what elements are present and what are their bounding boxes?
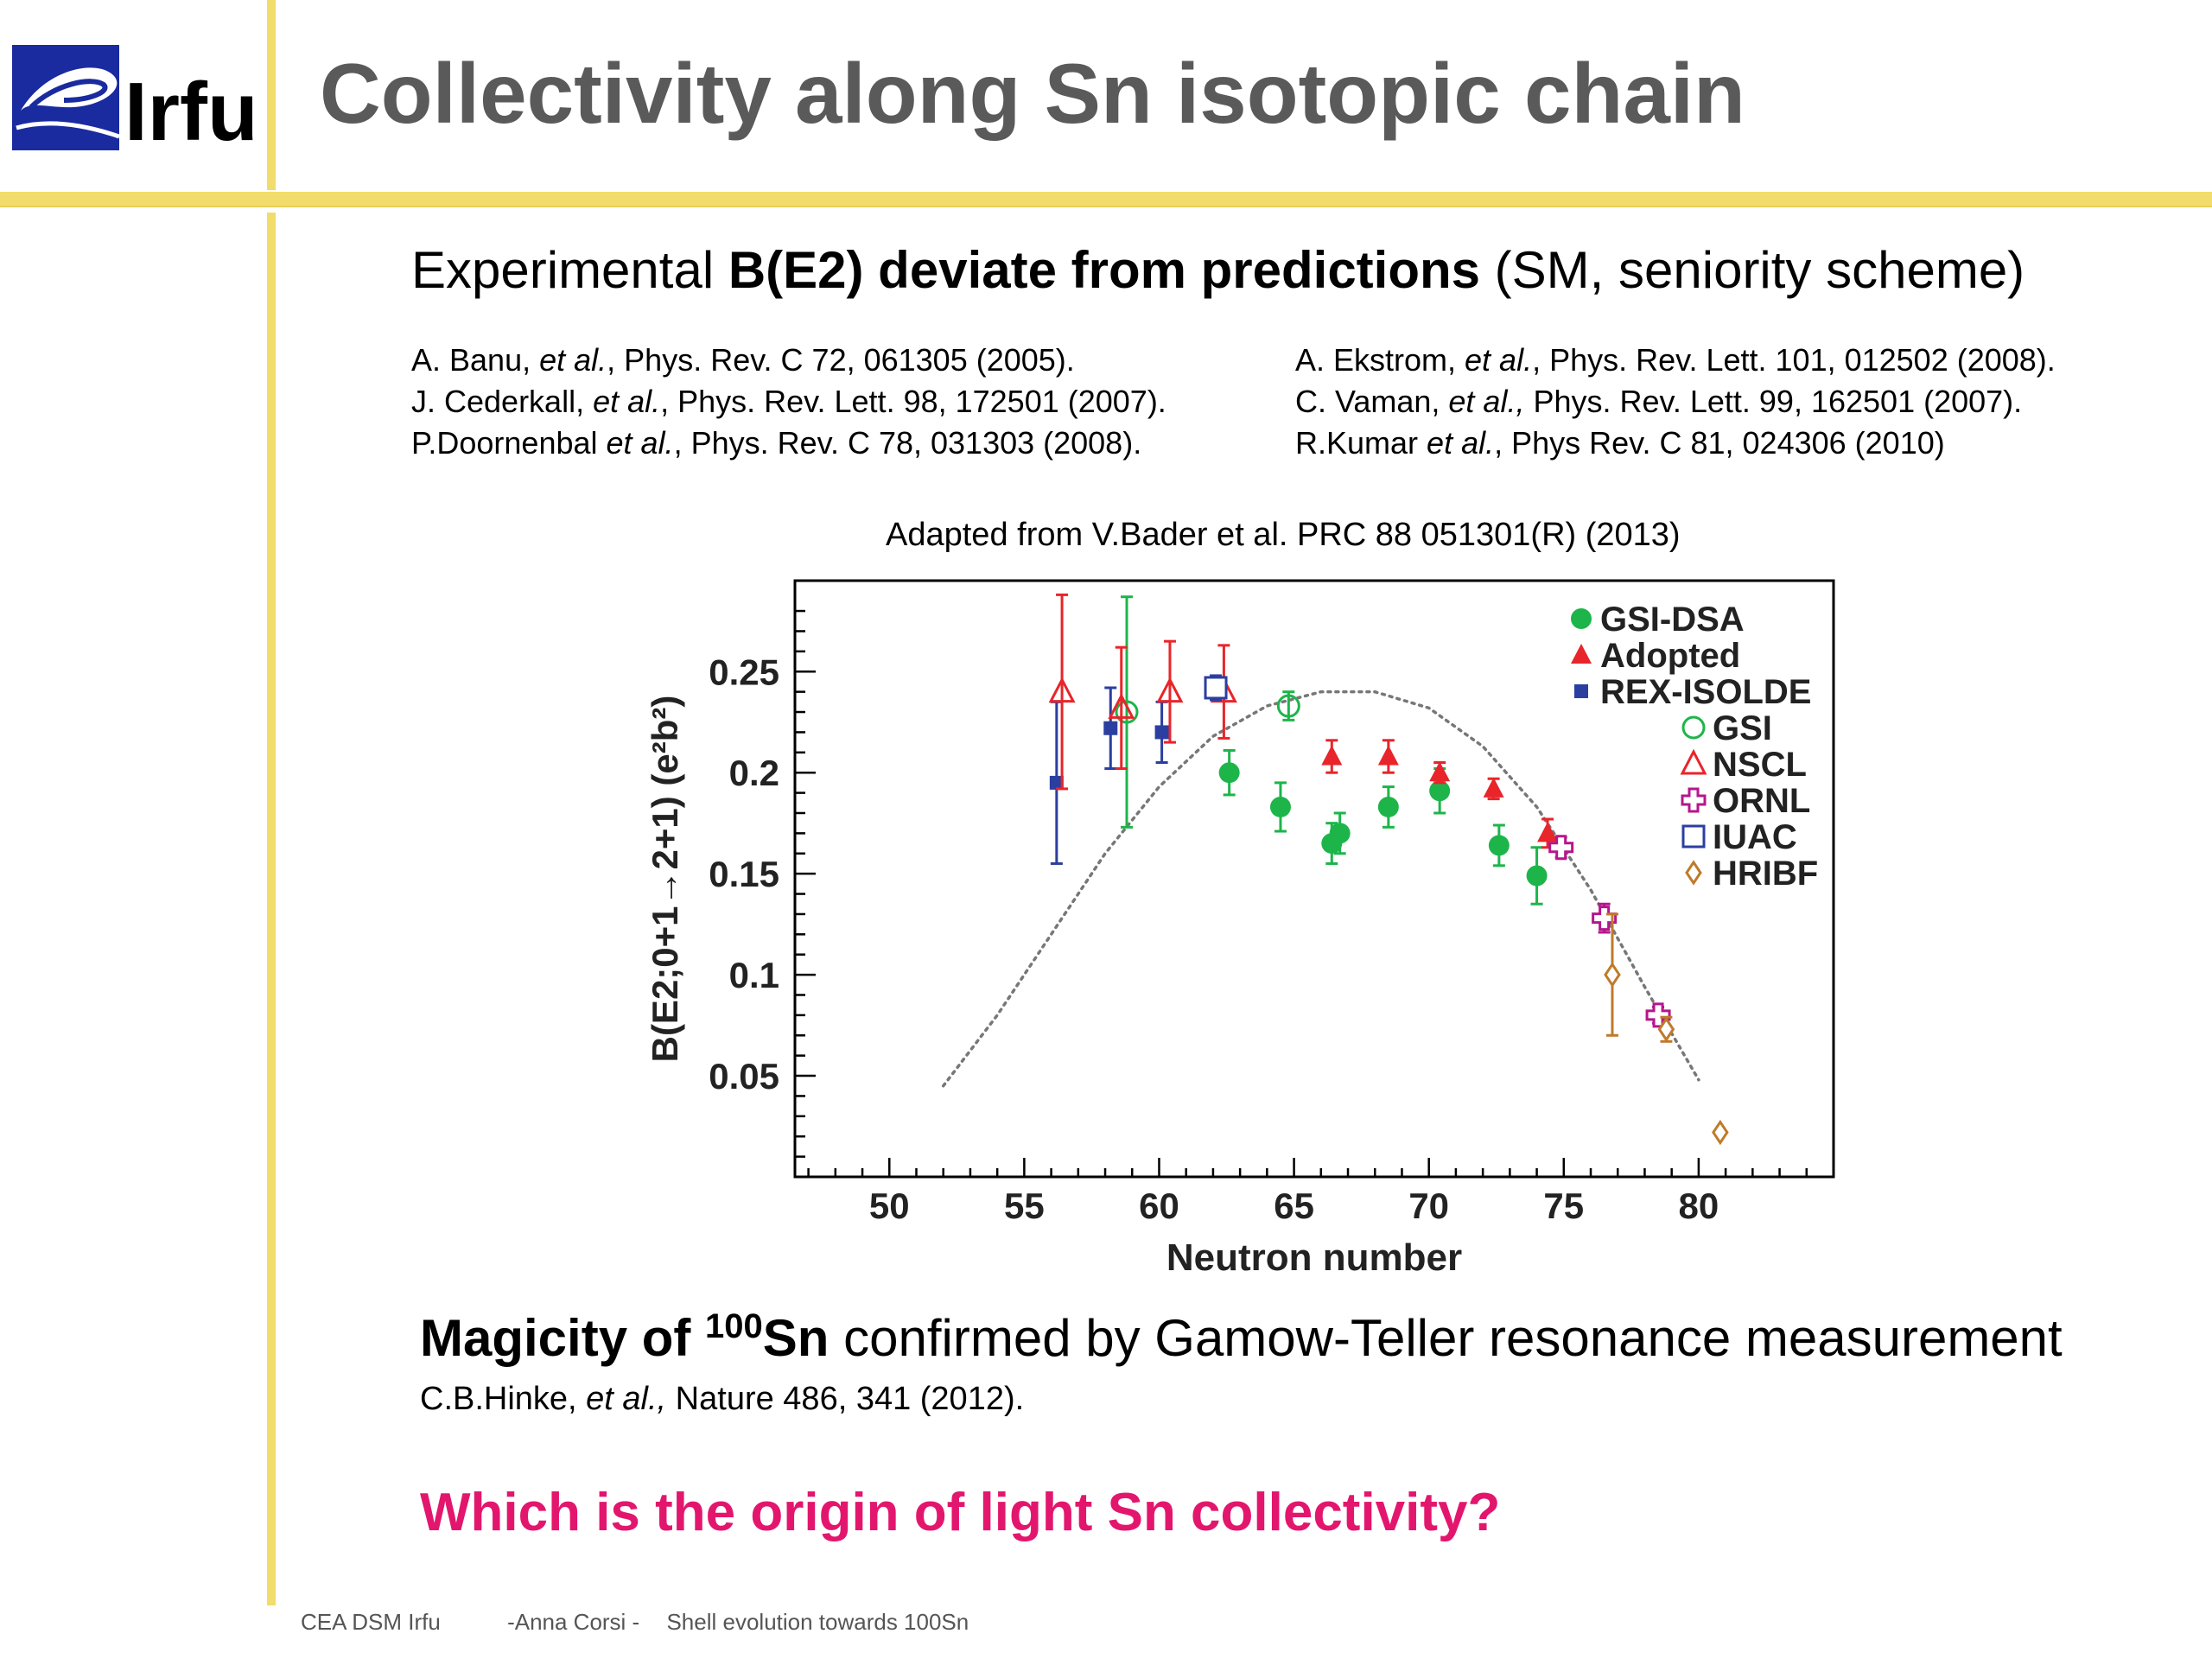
subheading-suffix: (SM, seniority scheme): [1480, 241, 2025, 299]
y-axis-label: B(E2;0+1→2+1) (e²b²): [645, 696, 685, 1063]
reference: R.Kumar et al., Phys Rev. C 81, 024306 (…: [1295, 425, 1945, 461]
y-tick-label: 0.25: [709, 652, 779, 692]
marker-square: [1154, 725, 1169, 740]
reference: A. Ekstrom, et al., Phys. Rev. Lett. 101…: [1295, 342, 2056, 378]
marker-open-diamond: [1604, 962, 1621, 988]
marker-dot: [1269, 796, 1291, 817]
subheading-bold: B(E2) deviate from predictions: [728, 241, 1481, 299]
marker-triangle: [1571, 644, 1592, 664]
marker-dot: [1429, 780, 1451, 802]
series-iuac: [1204, 674, 1228, 702]
marker-open-circle: [1115, 700, 1139, 724]
marker-open-square: [1681, 824, 1706, 849]
magicity-reference: C.B.Hinke, et al., Nature 486, 341 (2012…: [420, 1381, 1025, 1417]
marker-open-diamond: [1657, 1016, 1675, 1042]
legend-label: ORNL: [1713, 782, 1810, 820]
x-tick-label: 75: [1543, 1185, 1584, 1226]
series-ornl: [1548, 835, 1671, 1028]
marker-triangle: [1377, 745, 1399, 766]
marker-triangle: [1537, 822, 1559, 842]
subheading-prefix: Experimental: [411, 241, 728, 299]
legend-label: GSI: [1713, 709, 1772, 747]
marker-open-cross: [1548, 835, 1574, 861]
marker-triangle: [1321, 745, 1343, 766]
marker-open-triangle: [1108, 693, 1135, 719]
marker-dot: [1377, 796, 1399, 817]
chart-legend: GSI-DSAAdoptedREX-ISOLDEGSINSCLORNLIUACH…: [1571, 601, 1818, 893]
marker-open-triangle: [1156, 677, 1184, 703]
x-tick-label: 50: [869, 1185, 910, 1226]
series-gsi: [1115, 595, 1300, 829]
x-axis-label: Neutron number: [1166, 1236, 1462, 1279]
series-rex-isolde: [1049, 686, 1169, 865]
prediction-curve: [941, 690, 1700, 1088]
marker-triangle: [1483, 777, 1504, 798]
reference: A. Banu, et al., Phys. Rev. C 72, 061305…: [411, 342, 1075, 378]
marker-square: [1049, 775, 1064, 790]
y-tick-label: 0.1: [729, 955, 779, 995]
reference: C. Vaman, et al., Phys. Rev. Lett. 99, 1…: [1295, 384, 2023, 419]
y-tick-label: 0.15: [709, 854, 779, 894]
references-right: A. Ekstrom, et al., Phys. Rev. Lett. 101…: [1295, 340, 2056, 464]
x-tick-label: 55: [1004, 1185, 1045, 1226]
plot-frame: [793, 579, 1835, 1179]
series-nscl: [1048, 593, 1237, 791]
marker-square: [1574, 684, 1588, 698]
irfu-logo: Irfu: [12, 41, 258, 158]
marker-dot: [1488, 835, 1510, 856]
legend-label: IUAC: [1713, 818, 1797, 856]
sidebar-divider-vertical: [267, 213, 276, 1605]
footer-talk: Shell evolution towards 100Sn: [666, 1609, 969, 1635]
marker-open-triangle: [1680, 748, 1707, 775]
marker-triangle: [1429, 761, 1451, 782]
reference: J. Cederkall, et al., Phys. Rev. Lett. 9…: [411, 384, 1166, 419]
series-adopted: [1321, 739, 1559, 849]
marker-open-circle: [1276, 694, 1300, 718]
footer-author: -Anna Corsi -: [507, 1609, 640, 1635]
legend-label: HRIBF: [1713, 855, 1818, 893]
x-tick-label: 65: [1274, 1185, 1314, 1226]
marker-open-diamond: [1685, 860, 1702, 886]
series-hribf: [1604, 912, 1729, 1146]
marker-open-circle: [1681, 715, 1706, 740]
series-gsi-dsa: [1218, 748, 1548, 906]
header-divider-vertical: [267, 0, 276, 190]
page-title: Collectivity along Sn isotopic chain: [320, 46, 1745, 141]
marker-dot: [1218, 762, 1240, 784]
marker-dot: [1329, 823, 1351, 844]
legend-label: NSCL: [1713, 746, 1807, 784]
marker-open-cross: [1681, 787, 1707, 813]
subheading: Experimental B(E2) deviate from predicti…: [411, 240, 2024, 300]
marker-square: [1103, 721, 1118, 735]
question-text: Which is the origin of light Sn collecti…: [420, 1483, 1501, 1542]
header-divider-line: [0, 206, 2212, 207]
be2-chart: 50 55 60 65 70 75 80 0.05 0.1 0.15 0.2 0.25 Neutron …: [622, 570, 1866, 1279]
figure-caption: Adapted from V.Bader et al. PRC 88 05130…: [886, 517, 1681, 553]
legend-label: GSI-DSA: [1600, 601, 1745, 639]
legend-label: REX-ISOLDE: [1600, 673, 1811, 711]
reference: P.Doornenbal et al., Phys. Rev. C 78, 03…: [411, 425, 1142, 461]
footer-org: CEA DSM Irfu: [301, 1609, 441, 1635]
y-tick-label: 0.05: [709, 1056, 779, 1096]
y-tick-label: 0.2: [729, 753, 779, 793]
marker-open-square: [1204, 676, 1228, 700]
magicity-statement: Magicity of 100Sn confirmed by Gamow-Tel…: [420, 1307, 2063, 1367]
footer: CEA DSM Irfu -Anna Corsi - Shell evoluti…: [301, 1609, 969, 1636]
logo-text: Irfu: [124, 66, 254, 154]
x-tick-label: 60: [1139, 1185, 1179, 1226]
marker-open-diamond: [1712, 1119, 1729, 1146]
legend-label: Adopted: [1600, 637, 1740, 675]
header-divider-horizontal: [0, 192, 2212, 206]
marker-dot: [1526, 865, 1548, 887]
marker-open-triangle: [1048, 677, 1076, 703]
x-tick-label: 70: [1408, 1185, 1449, 1226]
x-tick-label: 80: [1679, 1185, 1719, 1226]
references-left: A. Banu, et al., Phys. Rev. C 72, 061305…: [411, 340, 1166, 464]
marker-dot: [1571, 608, 1592, 629]
